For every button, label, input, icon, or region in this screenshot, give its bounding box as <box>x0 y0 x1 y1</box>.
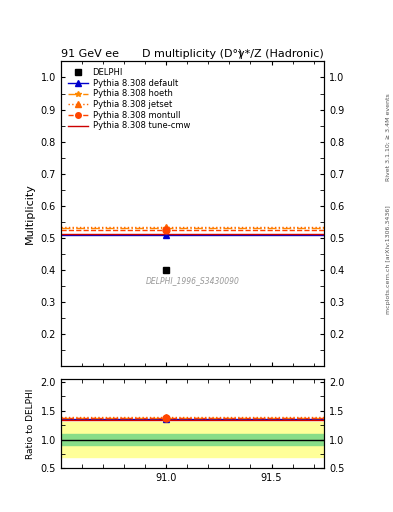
Text: Rivet 3.1.10; ≥ 3.4M events: Rivet 3.1.10; ≥ 3.4M events <box>386 94 391 181</box>
Text: 91 GeV ee: 91 GeV ee <box>61 49 119 59</box>
Y-axis label: Ratio to DELPHI: Ratio to DELPHI <box>26 389 35 459</box>
Y-axis label: Multiplicity: Multiplicity <box>25 183 35 244</box>
Title: D multiplicity (D°): D multiplicity (D°) <box>142 49 243 59</box>
Legend: DELPHI, Pythia 8.308 default, Pythia 8.308 hoeth, Pythia 8.308 jetset, Pythia 8.: DELPHI, Pythia 8.308 default, Pythia 8.3… <box>65 66 193 133</box>
Bar <box>61 422 324 457</box>
Text: DELPHI_1996_S3430090: DELPHI_1996_S3430090 <box>146 276 239 285</box>
Text: γ*/Z (Hadronic): γ*/Z (Hadronic) <box>239 49 324 59</box>
Text: mcplots.cern.ch [arXiv:1306.3436]: mcplots.cern.ch [arXiv:1306.3436] <box>386 205 391 314</box>
Bar <box>61 434 324 445</box>
